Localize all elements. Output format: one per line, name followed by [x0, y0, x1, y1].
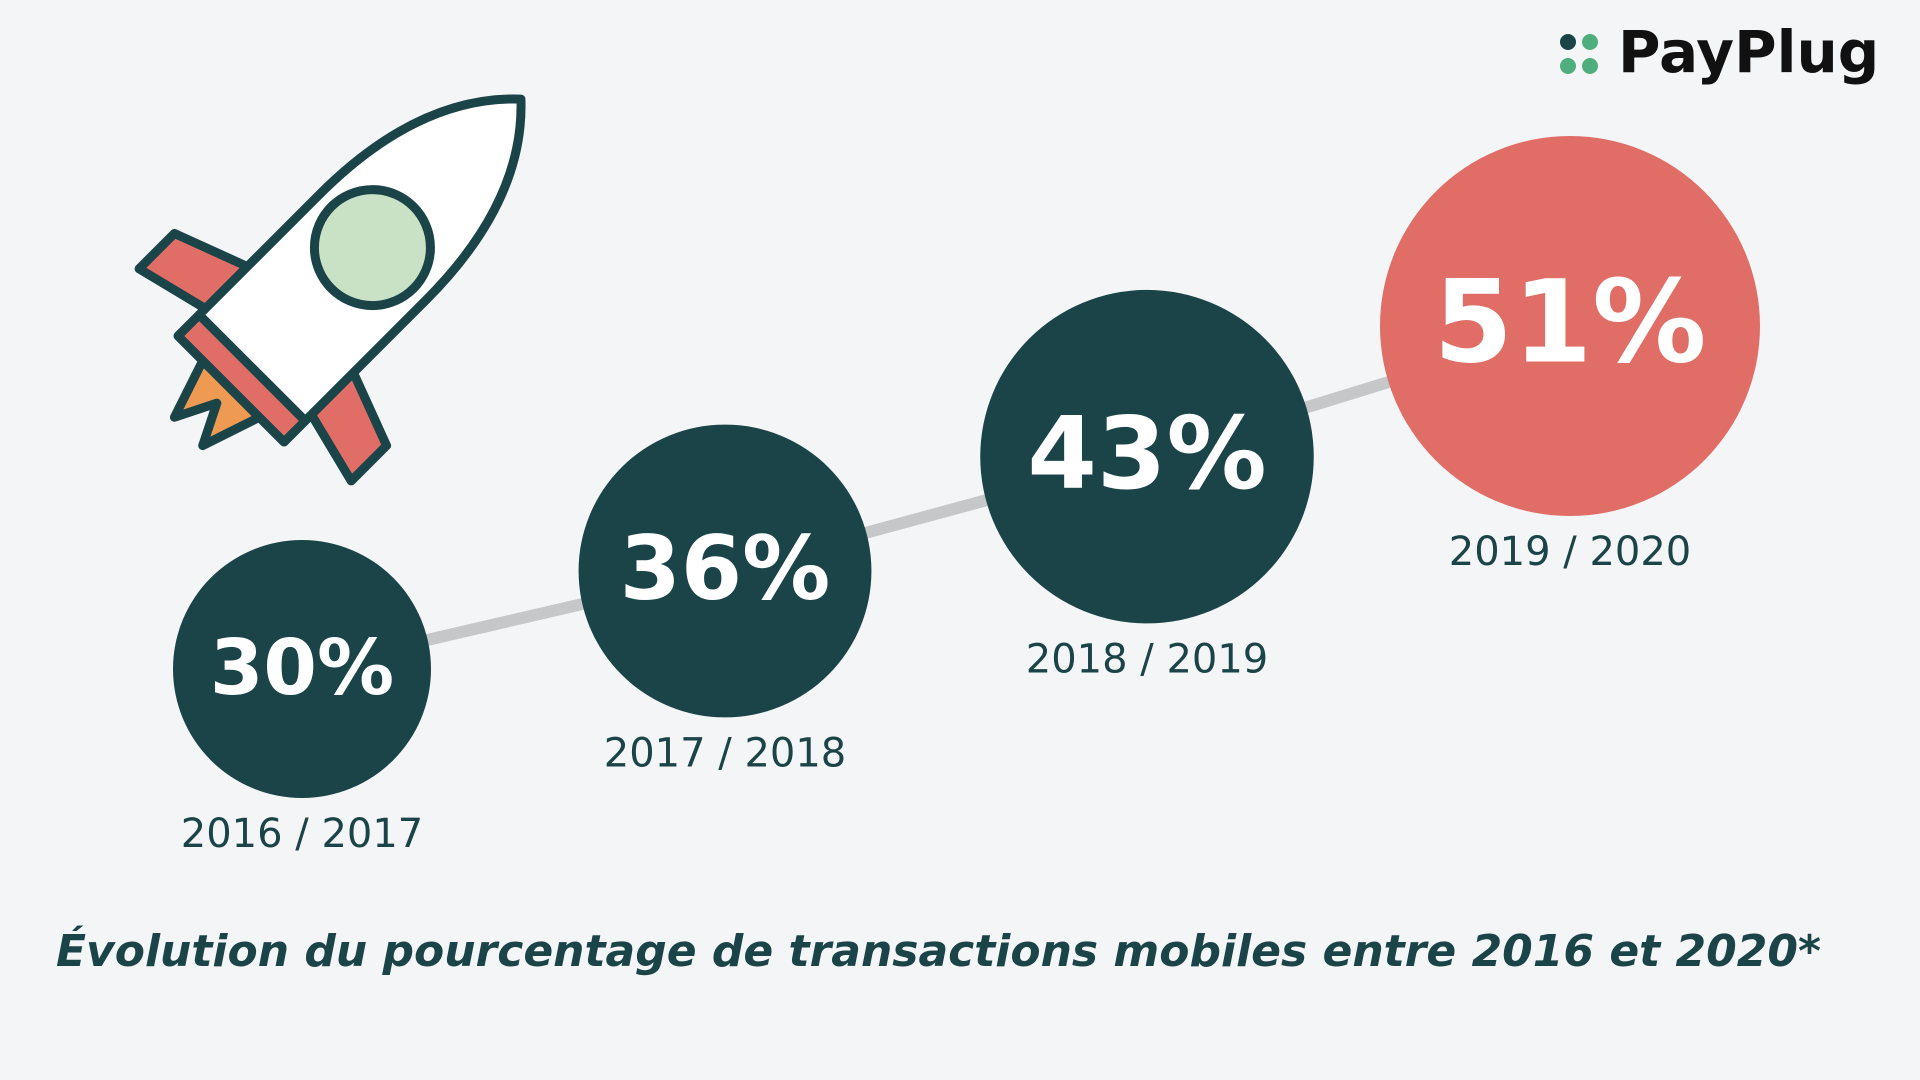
connector-line: [300, 320, 1572, 675]
rocket-window: [309, 185, 435, 311]
bubble: [173, 540, 431, 798]
logo-dot: [1582, 58, 1598, 74]
logo-text: PayPlug: [1618, 18, 1879, 86]
value-label: 36%: [620, 517, 831, 620]
value-label: 51%: [1434, 255, 1707, 388]
category-label: 2017 / 2018: [604, 730, 847, 776]
rocket-illustration: [134, 94, 526, 486]
logo: PayPlug: [1560, 18, 1879, 86]
category-label: 2016 / 2017: [181, 811, 424, 857]
bubble: [980, 289, 1314, 624]
value-label: 43%: [1027, 395, 1266, 512]
bubble: [1380, 136, 1760, 516]
bubble: [578, 424, 872, 718]
category-label: 2019 / 2020: [1449, 529, 1692, 575]
chart-area: 30% 2016 / 2017 36% 2017 / 2018 43% 2018 / 20…: [173, 136, 1760, 857]
category-label: 2018 / 2019: [1026, 636, 1269, 682]
value-label: 30%: [210, 624, 394, 713]
chart-title: Évolution du pourcentage de transactions…: [56, 924, 1821, 977]
logo-dot: [1582, 34, 1598, 50]
logo-dot: [1560, 34, 1576, 50]
logo-dot: [1560, 58, 1576, 74]
